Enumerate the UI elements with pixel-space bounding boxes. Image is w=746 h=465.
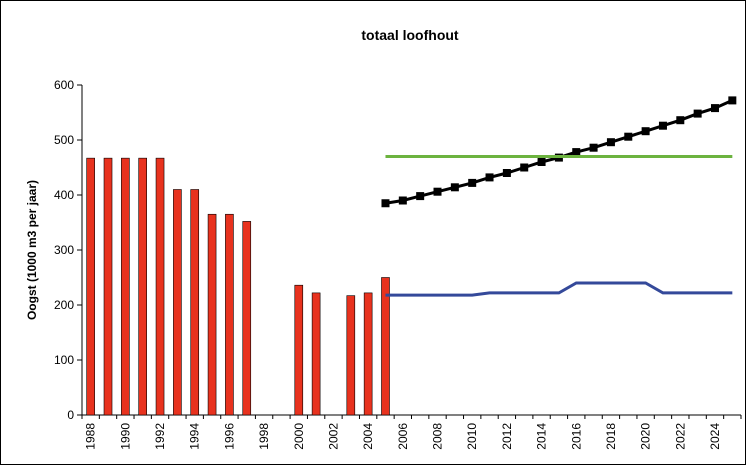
bar: [311, 292, 321, 416]
x-tick-label: 2000: [292, 423, 306, 450]
x-tick-label: 2006: [396, 423, 410, 450]
bar: [190, 189, 200, 416]
marker: [537, 158, 546, 166]
x-tick-label: 2012: [500, 423, 514, 450]
chart-title: totaal loofhout: [361, 27, 459, 43]
x-tick-label: 1990: [118, 423, 132, 450]
x-tick-label: 2016: [569, 423, 583, 450]
marker: [468, 178, 477, 187]
bar: [155, 157, 165, 416]
bar: [207, 213, 217, 416]
marker: [710, 104, 719, 113]
x-tick-label: 1992: [153, 423, 167, 450]
marker: [589, 143, 598, 152]
x-tick-label: 2018: [604, 423, 618, 450]
y-tick-label: 500: [54, 133, 74, 147]
x-tick-label: 2004: [361, 423, 375, 450]
bar: [381, 277, 390, 416]
marker: [693, 109, 702, 118]
x-tick-label: 1996: [222, 423, 236, 450]
y-axis-label: Oogst (1000 m3 per jaar): [25, 180, 39, 320]
bar: [138, 157, 147, 416]
marker: [433, 187, 442, 196]
x-tick-label: 2008: [431, 423, 445, 450]
y-tick-label: 300: [54, 243, 74, 257]
bar: [86, 157, 95, 416]
bar: [363, 292, 373, 416]
x-tick-label: 2014: [535, 423, 549, 450]
marker: [450, 183, 459, 192]
y-tick-label: 0: [67, 408, 74, 422]
bar: [346, 295, 356, 416]
marker: [572, 148, 581, 157]
x-tick-label: 2002: [326, 423, 340, 450]
bar: [225, 213, 234, 416]
marker: [485, 173, 494, 182]
x-tick-label: 2020: [639, 423, 653, 450]
y-tick-label: 100: [54, 353, 74, 367]
bar: [121, 157, 130, 416]
x-tick-label: 1988: [84, 423, 98, 450]
x-tick-label: 2010: [465, 423, 479, 450]
bar: [103, 157, 113, 416]
marker: [381, 199, 390, 208]
bar: [173, 189, 182, 416]
x-tick-label: 2024: [708, 423, 722, 450]
marker: [398, 196, 407, 205]
y-tick-label: 200: [54, 298, 74, 312]
bar: [294, 284, 304, 416]
marker: [676, 116, 685, 125]
marker: [416, 192, 425, 201]
x-tick-label: 1994: [188, 423, 202, 450]
y-tick-label: 600: [54, 78, 74, 92]
marker: [502, 169, 511, 177]
marker: [606, 138, 615, 147]
marker: [658, 121, 667, 130]
line: [385, 281, 733, 297]
marker: [641, 127, 650, 136]
x-tick-label: 2022: [673, 423, 687, 450]
x-tick-label: 1998: [257, 423, 271, 450]
y-tick-label: 400: [54, 188, 74, 202]
marker: [728, 96, 737, 105]
marker: [520, 163, 529, 172]
marker: [624, 132, 633, 141]
bar: [242, 221, 252, 416]
